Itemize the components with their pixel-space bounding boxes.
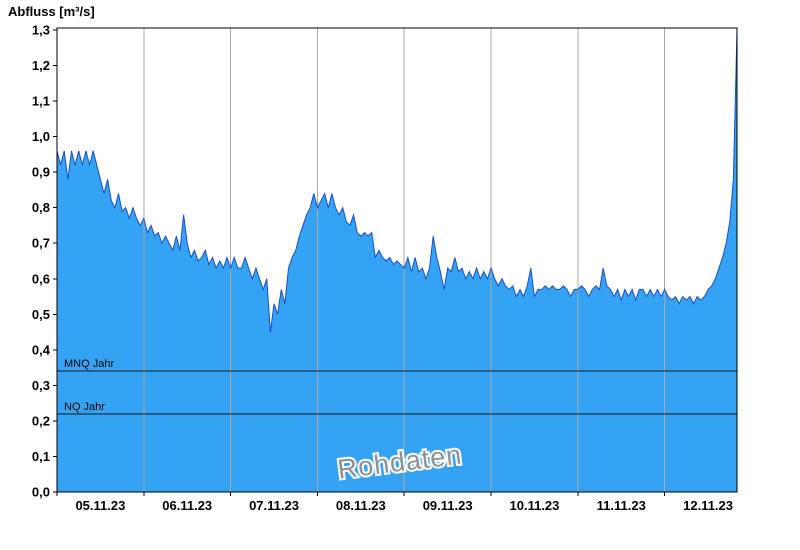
reference-line-label-mnq: MNQ Jahr <box>64 358 114 370</box>
y-axis-title: Abfluss [m³/s] <box>8 4 95 19</box>
y-tick-label: 0,7 <box>32 236 50 251</box>
y-tick-label: 0,0 <box>32 485 50 500</box>
y-tick-label: 1,2 <box>32 58 50 73</box>
reference-line-label-nq: NQ Jahr <box>64 401 105 413</box>
y-tick-label: 1,3 <box>32 23 50 38</box>
x-tick-label: 10.11.23 <box>510 498 560 513</box>
y-tick-label: 0,2 <box>32 413 50 428</box>
y-tick-label: 1,1 <box>32 94 50 109</box>
y-tick-label: 0,9 <box>32 165 50 180</box>
y-tick-label: 0,6 <box>32 271 50 286</box>
x-tick-label: 11.11.23 <box>597 498 646 513</box>
plot-frame <box>56 27 738 493</box>
data-line <box>56 29 738 333</box>
y-tick-label: 0,5 <box>32 307 50 322</box>
y-tick-label: 0,1 <box>32 449 50 464</box>
x-tick-label: 12.11.23 <box>683 498 733 513</box>
y-tick-label: 0,3 <box>32 378 50 393</box>
x-tick-label: 08.11.23 <box>336 498 386 513</box>
plot-area: MNQ Jahr NQ Jahr 0,0 0,1 0,2 0,3 0,4 0,5 0,6 0,7 0… <box>32 23 738 513</box>
x-tick-label: 06.11.23 <box>162 498 212 513</box>
x-tick-label: 09.11.23 <box>423 498 473 513</box>
y-tick-label: 0,8 <box>32 200 50 215</box>
x-tick-label: 05.11.23 <box>75 498 125 513</box>
y-tick-label: 1,0 <box>32 129 50 144</box>
x-tick-label: 07.11.23 <box>249 498 299 513</box>
y-tick-label: 0,4 <box>32 342 51 357</box>
